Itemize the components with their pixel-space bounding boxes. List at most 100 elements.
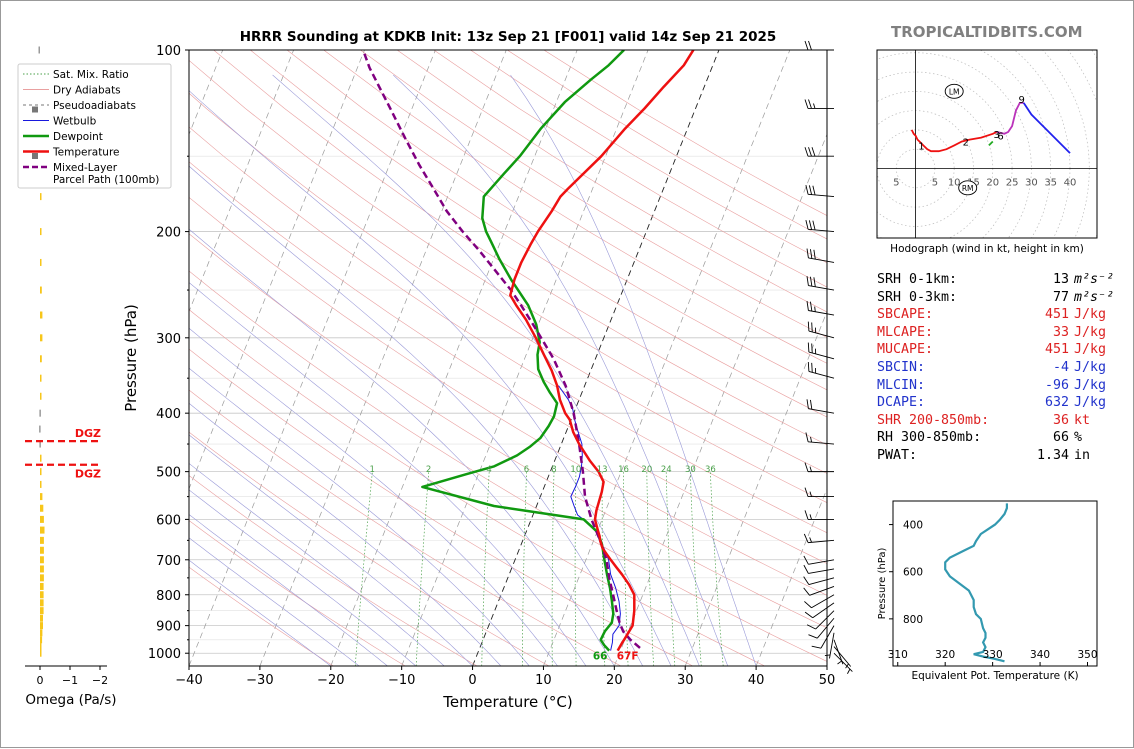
wind-barb — [807, 301, 834, 315]
pseudoadiabat-line — [92, 75, 643, 666]
wind-barb — [807, 249, 834, 263]
parameter-value: 1.34 — [1009, 447, 1069, 465]
wind-barb-flag — [809, 41, 812, 50]
omega-bar — [40, 228, 42, 235]
parameter-label: SBCAPE: — [877, 306, 1009, 324]
omega-bar — [40, 312, 42, 319]
wind-barb — [805, 41, 834, 50]
omega-bar — [40, 565, 44, 572]
pseudoadiabat-line — [273, 75, 700, 666]
wind-barb-flag — [810, 249, 811, 258]
wind-barb — [807, 399, 834, 413]
parameter-value: 66 — [1009, 429, 1069, 447]
wind-barb-staff — [809, 371, 834, 378]
legend-swatch-marker — [32, 107, 38, 113]
wind-barb-staff — [809, 578, 834, 585]
wind-barb-half-flag — [810, 467, 812, 472]
parameter-label: SRH 0-3km: — [877, 289, 1009, 307]
wind-barb-flag — [810, 302, 811, 311]
y-tick-label: 300 — [156, 332, 181, 347]
mixing-ratio-label: 8 — [551, 465, 556, 475]
isotherm-line — [543, 50, 789, 666]
mixing-ratio-label: 10 — [570, 465, 581, 475]
legend-label: Dry Adiabats — [53, 85, 121, 97]
wind-barb-half-flag — [811, 437, 812, 442]
wind-barb — [808, 618, 834, 638]
omega-bar — [40, 615, 43, 622]
y-tick-label: 100 — [156, 44, 181, 59]
wind-barb — [834, 647, 851, 669]
parameter-label: MLCAPE: — [877, 324, 1009, 342]
hodograph-segment — [997, 103, 1024, 134]
mixing-ratio-label: 1 — [369, 465, 374, 475]
wind-barb-flag — [809, 185, 811, 194]
parameter-value: 13 — [1009, 271, 1069, 289]
omega-bar — [40, 622, 43, 629]
wind-barb-staff — [834, 653, 852, 671]
dgz-label: DGZ — [75, 427, 101, 440]
x-tick-label: −40 — [175, 673, 202, 688]
theta-e-line — [945, 503, 1007, 661]
isotherm-line — [614, 50, 860, 666]
parameter-label: DCAPE: — [877, 394, 1009, 412]
omega-x-tick-label: 0 — [37, 674, 44, 687]
y-tick-label: 700 — [156, 554, 181, 569]
mixing-ratio-line — [647, 472, 654, 666]
wind-barb-flag — [804, 601, 811, 607]
parameter-unit: % — [1069, 429, 1082, 447]
parameter-unit: m²s⁻² — [1069, 289, 1114, 307]
wind-barb — [834, 640, 843, 664]
theta-e-x-tick-label: 350 — [1077, 649, 1097, 661]
wind-barb — [808, 322, 834, 338]
mixing-ratio-line — [482, 472, 490, 666]
x-tick-label: −20 — [317, 673, 344, 688]
wind-barb-flag — [809, 220, 811, 229]
wind-barb — [808, 362, 834, 378]
parameter-unit: J/kg — [1069, 324, 1106, 342]
omega-bar — [40, 455, 42, 462]
parameter-unit: J/kg — [1069, 377, 1106, 395]
y-axis-label: Pressure (hPa) — [122, 304, 140, 412]
wind-barb — [805, 488, 834, 497]
wind-barb-flag — [806, 433, 808, 442]
parameter-label: MLCIN: — [877, 377, 1009, 395]
theta-e-x-tick-label: 310 — [888, 649, 908, 661]
parameter-label: PWAT: — [877, 447, 1009, 465]
x-tick-label: 30 — [677, 673, 694, 688]
hodograph-ring-label: 40 — [1064, 178, 1077, 189]
legend-label: Wetbulb — [53, 116, 97, 128]
wind-barb-staff — [808, 286, 834, 291]
parameter-unit: J/kg — [1069, 394, 1106, 412]
parameter-unit: in — [1069, 447, 1090, 465]
legend-label: Sat. Mix. Ratio — [53, 69, 129, 81]
omega-bar — [40, 481, 42, 488]
wind-barb-flag — [809, 147, 812, 156]
y-tick-label: 1000 — [148, 647, 181, 662]
mixing-ratio-label: 36 — [705, 465, 716, 475]
omega-bar — [40, 334, 42, 341]
hodograph-ring-label: 5 — [893, 178, 899, 189]
mixing-ratio-label: 13 — [597, 465, 608, 475]
wind-barb-flag — [804, 565, 809, 573]
parameter-value: -4 — [1009, 359, 1069, 377]
wind-barb — [806, 185, 834, 196]
wind-barb-flag — [810, 400, 811, 409]
wind-barb-staff — [809, 331, 834, 338]
omega-bar — [40, 355, 42, 362]
wind-barb-half-flag — [810, 514, 812, 519]
omega-bar — [39, 47, 41, 54]
wind-barb-staff — [808, 258, 834, 263]
hodograph-height-label: 1 — [918, 141, 924, 152]
omega-bar — [40, 537, 44, 544]
hodograph-height-label: 6 — [997, 132, 1003, 143]
wind-barb-staff — [834, 640, 843, 664]
hodograph-segment — [989, 142, 993, 146]
wind-barb-flag — [814, 277, 815, 286]
wind-barb — [805, 510, 834, 519]
wind-barb-flag — [813, 186, 815, 195]
